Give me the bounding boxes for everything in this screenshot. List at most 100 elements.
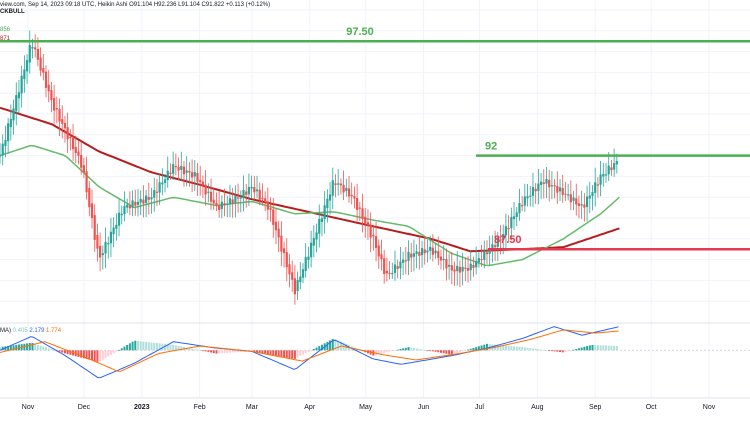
candle-body: [36, 49, 39, 60]
macd-hist-bar: [109, 350, 112, 355]
candle-body: [610, 167, 613, 171]
candle-body: [558, 187, 562, 192]
macd-hist-bar: [193, 349, 196, 351]
x-tick-label: Aug: [531, 404, 544, 411]
candle-body: [242, 190, 245, 198]
macd-hist-bar: [507, 345, 510, 351]
candle-body: [426, 250, 429, 253]
macd-hist-bar: [166, 344, 169, 351]
macd-hist-bar: [542, 349, 545, 351]
candle-body: [491, 244, 494, 250]
macd-hist-bar: [9, 345, 12, 351]
candle-body: [594, 182, 597, 193]
macd-hist-bar: [107, 350, 110, 357]
candle-body: [272, 209, 275, 225]
macd-hist-bar: [291, 350, 294, 359]
x-tick-label: Oct: [646, 404, 657, 411]
macd-hist-bar: [177, 345, 180, 351]
macd-hist-bar: [599, 345, 602, 351]
candle-body: [4, 140, 7, 147]
macd-hist-bar: [174, 345, 177, 351]
candle-body: [188, 170, 191, 173]
candle-body: [15, 95, 18, 111]
macd-hist-bar: [147, 342, 150, 351]
chart-header: view.com, Sep 14, 2023 09:18 UTC, Heikin…: [0, 2, 271, 8]
candle-body: [212, 199, 215, 204]
macd-hist-bar: [126, 344, 129, 351]
candle-body: [69, 136, 72, 139]
macd-hist-bar: [253, 350, 256, 352]
candle-body: [569, 194, 572, 203]
grid: [0, 0, 750, 399]
candle-body: [185, 170, 188, 173]
macd-hist-bar: [480, 345, 483, 351]
macd-hist-bar: [529, 348, 532, 351]
macd-hist-bar: [99, 350, 102, 362]
macd-hist-bar: [469, 348, 472, 351]
macd-hist-bar: [396, 349, 399, 351]
macd-hist-bar: [337, 340, 340, 351]
macd-hist-bar: [515, 346, 518, 351]
macd-hist-bar: [418, 348, 421, 351]
macd-hist-bar: [467, 349, 470, 351]
candle-body: [583, 204, 586, 208]
macd-hist-bar: [591, 344, 594, 351]
macd-hist-bar: [34, 343, 37, 351]
candle-body: [0, 155, 2, 157]
candle-body: [564, 193, 567, 195]
candle-body: [147, 197, 150, 200]
macd-hist-bar: [412, 348, 415, 351]
macd-header: MA) 0.405 2.179 1.774: [0, 328, 61, 334]
macd-hist-bar: [164, 343, 167, 351]
candle-body: [353, 195, 356, 199]
candle-body: [472, 264, 475, 268]
candle-body: [231, 199, 234, 204]
candle-body: [61, 119, 64, 124]
candle-body: [377, 245, 380, 257]
macd-hist-bar: [510, 346, 513, 351]
candle-body: [42, 67, 45, 73]
macd-hist-bar: [434, 350, 437, 352]
macd-hist-bar: [80, 350, 83, 358]
candle-body: [218, 204, 221, 211]
candle-body: [93, 215, 96, 240]
candle-body: [126, 204, 129, 208]
candle-body: [575, 198, 578, 205]
macd-hist-bar: [272, 350, 275, 356]
candle-body: [193, 172, 196, 177]
macd-hist-bar: [583, 346, 586, 351]
macd-hist-bar: [155, 343, 158, 351]
candle-body: [331, 180, 334, 196]
header-low: L91.104: [178, 2, 200, 8]
candle-body: [66, 127, 69, 140]
macd-hist-bar: [191, 348, 194, 351]
macd-hist-bar: [36, 344, 39, 351]
candle-body: [282, 248, 286, 254]
candle-body: [161, 182, 164, 185]
macd-hist-bar: [496, 344, 499, 351]
candle-body: [107, 243, 110, 245]
candle-body: [266, 201, 269, 210]
macd-hist-bar: [318, 346, 321, 351]
macd-hist-bar: [502, 345, 505, 351]
candle-body: [602, 173, 605, 177]
x-tick-label: Jul: [475, 404, 484, 411]
candle-body: [364, 216, 367, 224]
candle-body: [12, 108, 15, 121]
x-tick-label: May: [359, 404, 373, 411]
candle-body: [177, 166, 180, 171]
macd-hist-bar: [258, 350, 261, 353]
candle-body: [120, 213, 123, 216]
macd-hist-bar: [39, 345, 42, 351]
candle-body: [615, 160, 618, 165]
macd-hist-bar: [17, 344, 20, 351]
macd-hist-bar: [188, 348, 191, 351]
macd-hist-bar: [266, 350, 269, 355]
candle-body: [112, 227, 115, 235]
macd-hist-bar: [453, 350, 456, 354]
macd-hist-bar: [239, 350, 242, 353]
macd-hist-bar: [431, 350, 434, 352]
macd-hist-bar: [256, 350, 259, 353]
